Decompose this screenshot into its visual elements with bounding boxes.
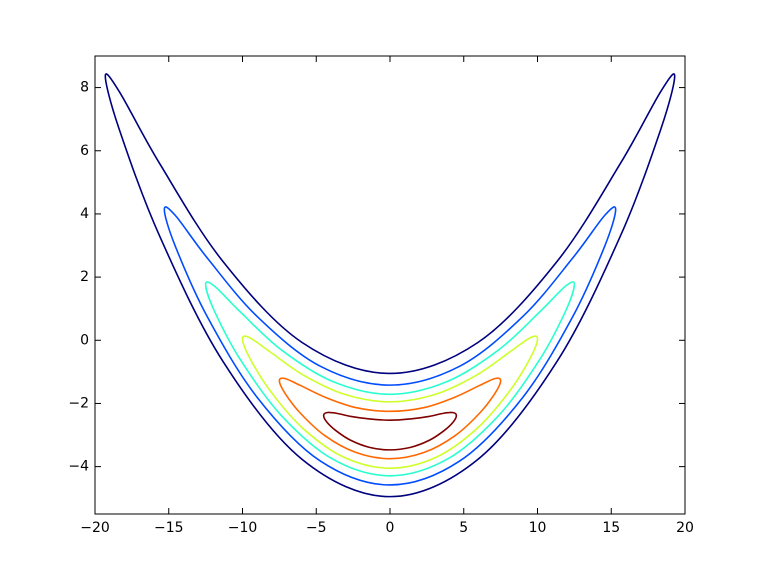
x-tick-label: 10 bbox=[529, 520, 547, 536]
contour-line bbox=[163, 206, 617, 486]
y-tick-label: −4 bbox=[68, 459, 89, 475]
y-tick-label: 6 bbox=[80, 143, 89, 159]
x-tick-label: −10 bbox=[228, 520, 258, 536]
x-tick-label: 20 bbox=[676, 520, 694, 536]
x-tick-label: 15 bbox=[602, 520, 620, 536]
y-tick-label: 4 bbox=[80, 206, 89, 222]
x-tick-label: −15 bbox=[154, 520, 184, 536]
y-tick-label: 0 bbox=[80, 332, 89, 348]
contour-line bbox=[278, 377, 502, 460]
contour-line bbox=[322, 411, 458, 451]
x-tick-label: 0 bbox=[386, 520, 395, 536]
x-tick-label: 5 bbox=[459, 520, 468, 536]
y-tick-label: 8 bbox=[80, 80, 89, 96]
y-tick-label: −2 bbox=[68, 395, 89, 411]
contour-line bbox=[241, 335, 539, 470]
x-tick-label: −20 bbox=[80, 520, 110, 536]
contour-line bbox=[204, 281, 576, 477]
x-tick-label: −5 bbox=[306, 520, 327, 536]
y-tick-label: 2 bbox=[80, 269, 89, 285]
contour-line bbox=[104, 73, 676, 498]
